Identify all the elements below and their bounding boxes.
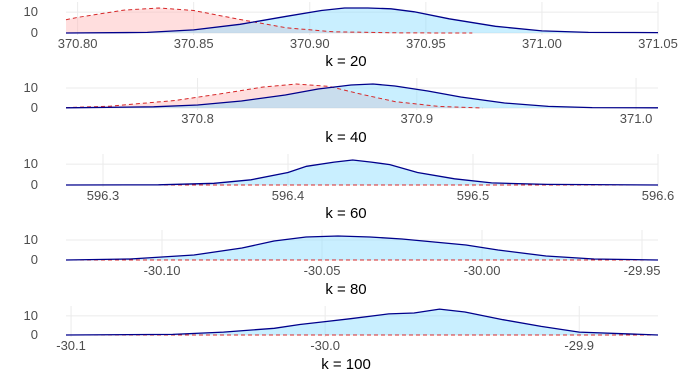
x-tick-label: -29.9	[564, 338, 594, 353]
estimated-density-fill	[66, 160, 658, 185]
y-tick-label: 10	[24, 80, 38, 95]
y-tick-label: 10	[24, 156, 38, 171]
x-tick-label: 370.95	[406, 36, 446, 51]
estimated-density-line	[65, 235, 659, 261]
estimated-density-fill	[66, 236, 658, 260]
x-tick-label: 370.85	[174, 36, 214, 51]
x-tick-label: 596.6	[642, 188, 675, 203]
reference-density-line	[65, 7, 473, 34]
x-tick-label: 371.05	[638, 36, 678, 51]
x-tick-label: 596.5	[457, 188, 490, 203]
estimated-density-line	[65, 7, 659, 34]
y-tick-label: 0	[31, 252, 38, 267]
x-tick-label: 370.9	[401, 111, 434, 126]
x-axis-title: k = 60	[325, 205, 366, 222]
x-tick-label: -30.05	[304, 263, 341, 278]
x-tick-label: -30.00	[464, 263, 501, 278]
reference-density-line	[65, 83, 483, 109]
x-tick-label: 370.80	[58, 36, 98, 51]
y-tick-label: 10	[24, 232, 38, 247]
x-axis-title: k = 40	[325, 129, 366, 146]
x-tick-label: -30.0	[310, 338, 340, 353]
density-panel-2: 370.8 370.9 371.0 0 10 k = 40	[24, 78, 659, 146]
density-panel-1: 370.80 370.85 370.90 370.95 371.00 371.05 0 10 k…	[24, 2, 678, 70]
estimated-density-line	[65, 159, 659, 186]
x-axis-title: k = 80	[325, 281, 366, 298]
estimated-density-fill	[66, 309, 658, 335]
y-tick-label: 0	[31, 25, 38, 40]
reference-density-fill	[66, 8, 473, 33]
estimated-density-line	[65, 83, 659, 109]
density-panel-4: -30.10 -30.05 -30.00 -29.95 0 10 k = 80	[24, 230, 661, 298]
estimated-density-fill	[66, 8, 658, 33]
x-tick-label: 370.90	[290, 36, 330, 51]
y-tick-label: 10	[24, 4, 38, 19]
estimated-density-fill	[66, 84, 658, 108]
x-tick-label: 371.00	[522, 36, 562, 51]
x-tick-label: -29.95	[624, 263, 661, 278]
y-tick-label: 0	[31, 327, 38, 342]
x-tick-label: -30.10	[144, 263, 181, 278]
x-tick-label: 596.4	[272, 188, 305, 203]
estimated-density-line	[65, 308, 659, 336]
density-panel-5: -30.1 -30.0 -29.9 0 10 k = 100	[24, 306, 659, 373]
x-tick-label: 370.8	[181, 111, 214, 126]
density-panel-3: 596.3 596.4 596.5 596.6 0 10 k = 60	[24, 154, 675, 222]
x-tick-label: 596.3	[87, 188, 120, 203]
y-tick-label: 0	[31, 177, 38, 192]
x-axis-title: k = 20	[325, 53, 366, 70]
x-axis-title: k = 100	[321, 356, 371, 373]
x-tick-label: -30.1	[56, 338, 86, 353]
x-tick-label: 371.0	[620, 111, 653, 126]
y-tick-label: 10	[24, 308, 38, 323]
y-tick-label: 0	[31, 100, 38, 115]
